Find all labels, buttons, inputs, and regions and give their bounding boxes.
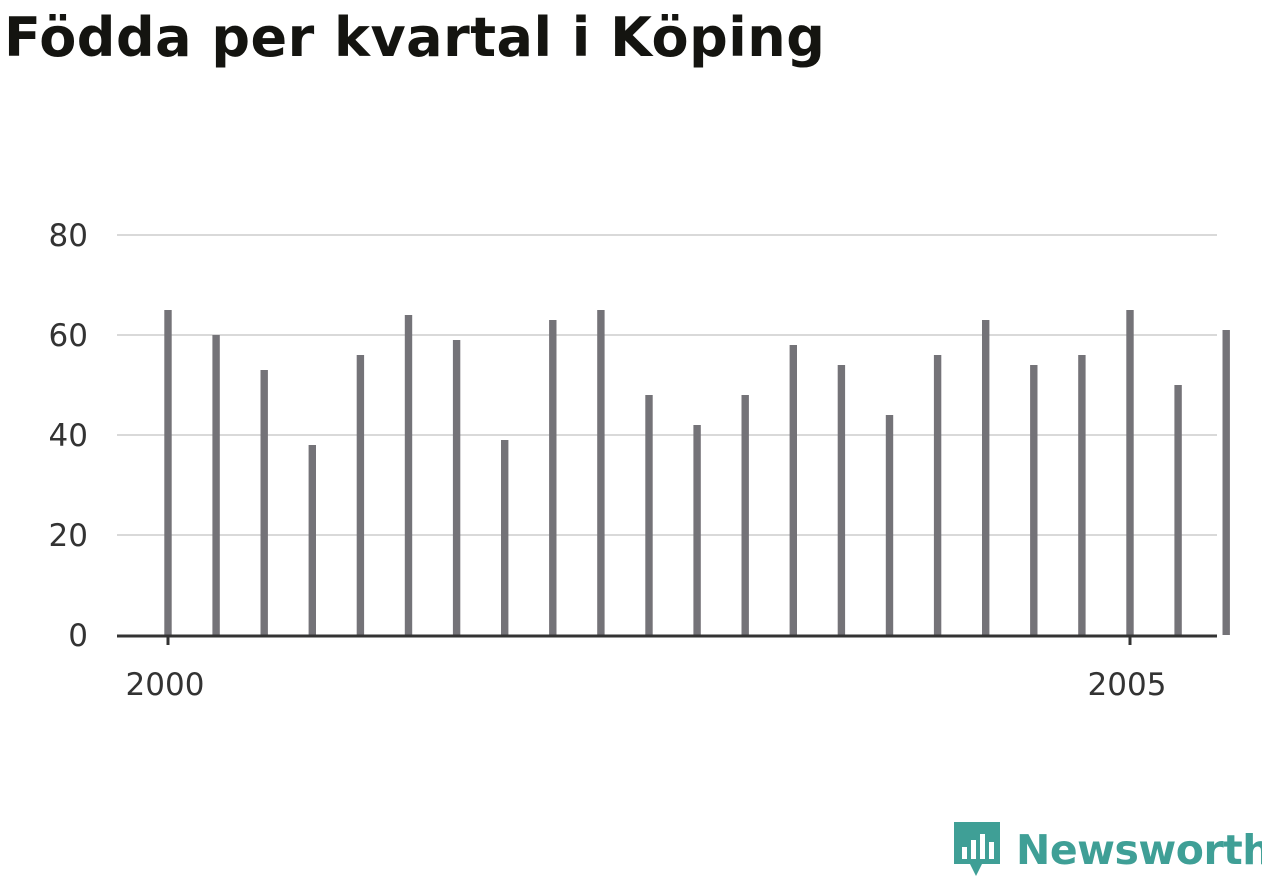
y-tick-label: 80 xyxy=(49,218,88,254)
bar xyxy=(693,425,701,635)
bar xyxy=(1030,365,1038,635)
chart-title: Födda per kvartal i Köping xyxy=(4,6,826,69)
bar xyxy=(837,365,846,635)
bars xyxy=(164,310,1230,635)
bar xyxy=(1174,385,1182,635)
bar xyxy=(1222,330,1230,635)
x-tick-label: 2005 xyxy=(1088,667,1167,703)
bar xyxy=(356,355,365,635)
y-tick-label: 60 xyxy=(49,318,88,354)
grid-lines xyxy=(117,234,1217,536)
bar xyxy=(164,310,172,635)
bar xyxy=(982,320,990,635)
bar xyxy=(1078,355,1086,635)
bar xyxy=(549,320,557,635)
bar xyxy=(789,345,797,635)
bar xyxy=(308,445,316,635)
bar xyxy=(404,315,413,635)
bar xyxy=(597,310,605,635)
bar xyxy=(501,440,509,635)
y-tick-label: 40 xyxy=(49,418,88,454)
bar xyxy=(885,415,894,635)
bar xyxy=(933,355,942,635)
newsworthy-logo: Newsworthy xyxy=(952,820,1262,880)
newsworthy-icon xyxy=(954,822,1000,876)
bar xyxy=(741,395,749,635)
y-tick-label: 0 xyxy=(68,618,88,654)
bar xyxy=(645,395,653,635)
y-tick-label: 20 xyxy=(49,518,88,554)
bar xyxy=(1126,310,1134,635)
bar xyxy=(452,340,461,635)
brand-name: Newsworthy xyxy=(1016,826,1262,874)
axes: 020406080200020052010201520202025 xyxy=(49,218,1217,703)
x-tick-label: 2000 xyxy=(126,667,205,703)
bar xyxy=(212,335,220,635)
bar xyxy=(260,370,268,635)
